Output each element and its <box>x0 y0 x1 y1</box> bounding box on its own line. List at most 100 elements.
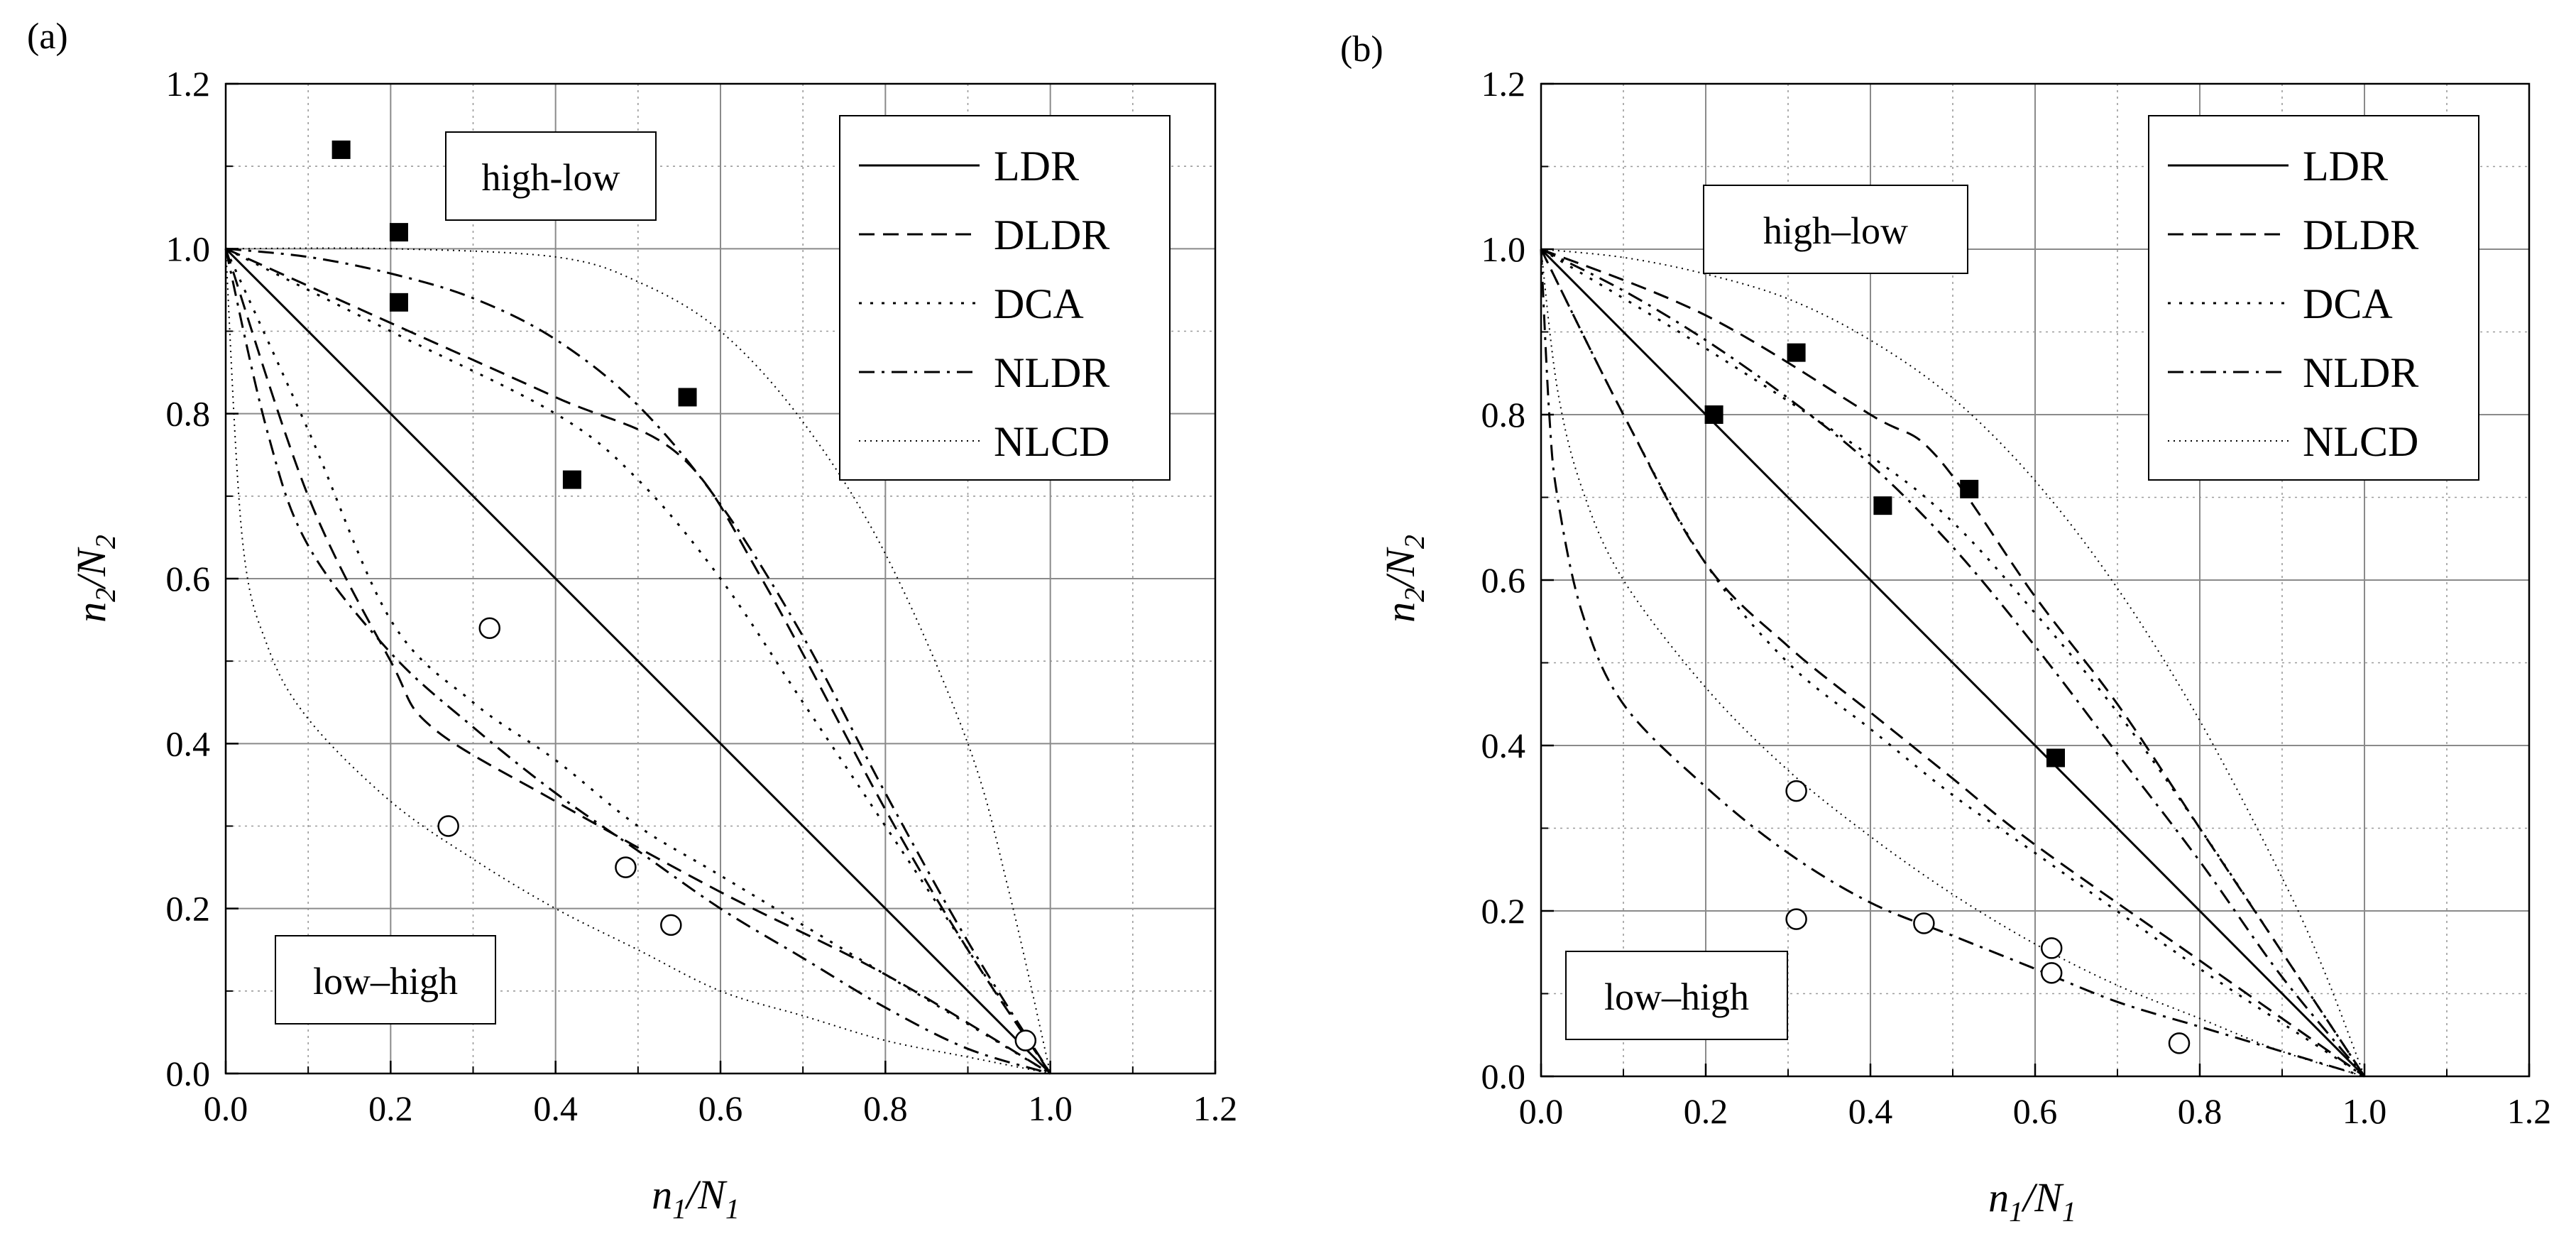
annotation-low-high: low–high <box>1565 951 1788 1040</box>
marker-filled-square <box>2046 748 2065 767</box>
y-tick-label: 0.8 <box>1481 395 1526 435</box>
curve-layer <box>224 247 1051 1075</box>
legend: LDR DLDR DCA NLDR NLCD <box>2148 115 2479 481</box>
legend-entry-dldr: DLDR <box>2168 212 2418 258</box>
y-tick-label: 1.2 <box>166 64 211 104</box>
legend-entry-ldr: LDR <box>2168 143 2388 190</box>
x-tick-label: 1.2 <box>1193 1088 1238 1128</box>
y-tick-label: 0.4 <box>1481 726 1526 765</box>
legend-entry-nldr: NLDR <box>2168 349 2418 396</box>
marker-layer <box>1704 248 2191 1054</box>
x-tick-label: 0.0 <box>1519 1091 1564 1131</box>
series-nlcd-line <box>1540 248 2365 1077</box>
legend-label: NLDR <box>994 349 1109 396</box>
marker-filled-square <box>562 470 581 489</box>
y-tick-label: 1.2 <box>1481 64 1526 104</box>
marker-open-circle <box>1014 1029 1037 1051</box>
x-axis-title: n1/N1 <box>1988 1174 2076 1228</box>
marker-open-circle <box>615 856 637 878</box>
y-tick-label: 0.6 <box>1481 560 1526 600</box>
x-tick-label: 0.8 <box>863 1088 908 1128</box>
y-tick-label: 0.2 <box>166 889 211 929</box>
panel-b: (b) 0.0 0.2 0.4 0.6 0.8 1.0 1.2 0.0 0.2 0.4 0.6 0.8… <box>1340 29 2551 1228</box>
x-tick-label: 0.6 <box>2013 1091 2058 1131</box>
series-dldr-line <box>1540 248 2366 1077</box>
panel-a: (a) 0.0 0.2 0.4 0.6 0.8 1.0 1.2 0.0 0.2 0.4 0.6 0.8… <box>27 16 1237 1225</box>
legend: LDR DLDR DCA NLDR NLCD <box>839 115 1171 481</box>
legend-label: NLCD <box>2303 418 2418 465</box>
legend-entry-dldr: DLDR <box>859 212 1109 258</box>
annotation-high-low: high–low <box>1703 185 1968 274</box>
annotation-high-low: high-low <box>445 131 657 221</box>
marker-filled-square <box>1873 496 1892 515</box>
series-dca-line <box>1540 248 2365 1078</box>
legend-entry-dca: DCA <box>2168 280 2393 327</box>
marker-open-circle <box>660 914 682 936</box>
x-tick-label: 0.4 <box>1848 1091 1893 1131</box>
series-dca-line <box>1540 248 2366 1077</box>
y-tick-label: 0.4 <box>166 723 211 763</box>
legend-entry-nlcd: NLCD <box>859 418 1109 465</box>
y-tick-label: 1.0 <box>1481 229 1526 269</box>
legend-entry-ldr: LDR <box>859 143 1079 190</box>
series-nldr-line <box>1540 248 2366 1077</box>
x-tick-label: 1.2 <box>2507 1091 2552 1131</box>
curve-layer <box>1540 248 2366 1078</box>
x-tick-label: 0.8 <box>2178 1091 2223 1131</box>
marker-filled-square <box>1787 343 1806 362</box>
x-tick-label: 0.4 <box>533 1088 578 1128</box>
y-axis-title-group: n2/N2 <box>1377 535 1430 623</box>
y-axis-title: n2/N2 <box>68 535 121 623</box>
marker-layer <box>331 140 1037 1051</box>
y-tick-label: 0.6 <box>166 559 211 599</box>
series-ldr-line <box>224 248 1051 1075</box>
marker-filled-square <box>678 388 697 407</box>
marker-filled-square <box>389 223 408 242</box>
legend-label: DLDR <box>994 212 1109 258</box>
tick-marks: 0.0 0.2 0.4 0.6 0.8 1.0 1.2 0.0 0.2 0.4 0.6 0.8 1.0 1… <box>1481 64 2552 1131</box>
legend-entry-nlcd: NLCD <box>2168 418 2418 465</box>
y-tick-label: 1.0 <box>166 229 211 268</box>
x-tick-label: 0.6 <box>698 1088 743 1128</box>
series-nldr-line <box>1540 248 2365 1078</box>
series-dca-line <box>224 248 1051 1075</box>
marker-filled-square <box>1704 405 1723 424</box>
panel-label: (a) <box>27 16 68 57</box>
marker-filled-square <box>389 293 408 312</box>
series-nldr-line <box>225 247 1051 1074</box>
marker-open-circle <box>2168 1032 2191 1054</box>
x-tick-label: 1.0 <box>2342 1091 2387 1131</box>
marker-open-circle <box>2040 962 2063 984</box>
x-axis-title: n1/N1 <box>652 1171 740 1225</box>
series-nlcd-line <box>225 247 1051 1074</box>
legend-label: NLCD <box>994 418 1109 465</box>
x-tick-label: 0.0 <box>204 1088 248 1128</box>
y-axis-title: n2/N2 <box>1377 535 1430 623</box>
legend-entry-dca: DCA <box>859 280 1084 327</box>
legend-label: LDR <box>994 143 1079 190</box>
y-axis-title-group: n2/N2 <box>68 535 121 623</box>
legend-label: DCA <box>2303 280 2393 327</box>
y-tick-label: 0.0 <box>166 1054 211 1093</box>
series-dldr-line <box>225 247 1051 1074</box>
y-tick-label: 0.2 <box>1481 891 1526 931</box>
series-dca-line <box>225 247 1051 1074</box>
x-tick-label: 0.2 <box>368 1088 413 1128</box>
legend-label: NLDR <box>2303 349 2418 396</box>
marker-open-circle <box>1785 780 1807 802</box>
marker-filled-square <box>1960 479 1979 498</box>
series-ldr-line <box>1540 248 2366 1078</box>
tick-marks: 0.0 0.2 0.4 0.6 0.8 1.0 1.2 0.0 0.2 0.4 0.6 0.8 1.0 1… <box>166 64 1238 1128</box>
legend-entry-nldr: NLDR <box>859 349 1109 396</box>
marker-open-circle <box>437 815 459 837</box>
annotation-low-high-text: low–high <box>1604 976 1749 1018</box>
x-tick-label: 1.0 <box>1028 1088 1073 1128</box>
marker-filled-square <box>331 140 351 159</box>
y-tick-label: 0.8 <box>166 394 211 434</box>
x-tick-label: 0.2 <box>1684 1091 1728 1131</box>
annotation-low-high-text: low–high <box>313 960 458 1003</box>
marker-open-circle <box>2040 937 2063 959</box>
legend-label: DCA <box>994 280 1084 327</box>
legend-label: LDR <box>2303 143 2388 190</box>
